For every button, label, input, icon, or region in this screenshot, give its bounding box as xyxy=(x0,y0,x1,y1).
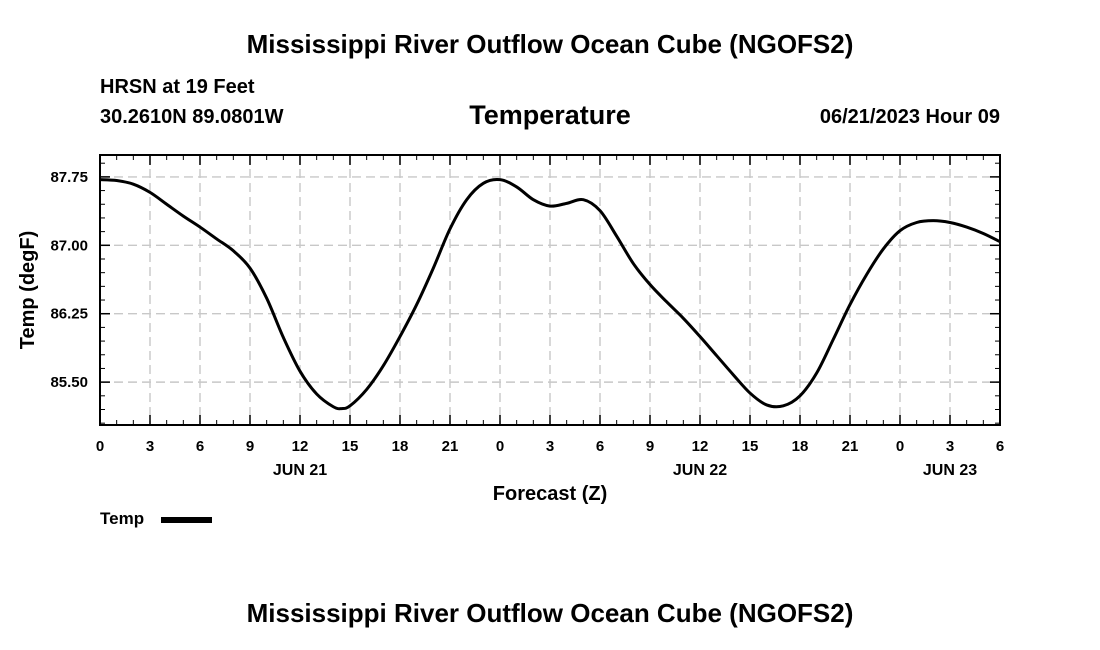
temperature-chart: 0 3 6 9 12 15 18 21 0 3 6 9 12 15 18 21 0 3 6 JUN 21 JUN 22 J… xyxy=(17,154,1004,505)
station-label: HRSN at 19 Feet xyxy=(100,76,255,98)
x-tick-label: 12 xyxy=(692,438,709,455)
y-axis-label: Temp (degF) xyxy=(17,231,39,350)
grid-lines xyxy=(100,155,1000,425)
x-tick-label: 0 xyxy=(896,438,904,455)
x-tick-label: 18 xyxy=(392,438,409,455)
y-tick-label: 85.50 xyxy=(50,374,88,391)
x-tick-label: 6 xyxy=(596,438,604,455)
y-tick-label: 86.25 xyxy=(50,306,88,323)
legend-label: Temp xyxy=(100,509,145,528)
date-label: JUN 21 xyxy=(273,462,327,479)
x-tick-label: 3 xyxy=(946,438,954,455)
x-tick-label: 6 xyxy=(996,438,1004,455)
date-label: JUN 22 xyxy=(673,462,727,479)
x-tick-label: 0 xyxy=(496,438,504,455)
x-tick-label: 12 xyxy=(292,438,309,455)
x-tick-label: 9 xyxy=(646,438,654,455)
x-tick-label: 21 xyxy=(842,438,859,455)
x-tick-label: 15 xyxy=(742,438,759,455)
chart-title: Mississippi River Outflow Ocean Cube (NG… xyxy=(246,29,854,59)
date-label: JUN 23 xyxy=(923,462,977,479)
legend-line-swatch xyxy=(161,517,212,523)
footer-title: Mississippi River Outflow Ocean Cube (NG… xyxy=(246,598,854,628)
x-tick-label: 15 xyxy=(342,438,359,455)
x-tick-label: 9 xyxy=(246,438,254,455)
y-tick-label: 87.00 xyxy=(50,237,88,254)
x-tick-label: 3 xyxy=(146,438,154,455)
plot-frame xyxy=(99,154,1001,426)
x-tick-label: 3 xyxy=(546,438,554,455)
x-axis-label: Forecast (Z) xyxy=(493,483,607,505)
x-tick-label: 6 xyxy=(196,438,204,455)
coordinates-label: 30.2610N 89.0801W xyxy=(100,106,284,128)
y-tick-label: 87.75 xyxy=(50,169,88,186)
datetime-label: 06/21/2023 Hour 09 xyxy=(819,106,1000,128)
series-layer xyxy=(99,177,1001,411)
x-tick-label: 21 xyxy=(442,438,459,455)
variable-title: Temperature xyxy=(469,100,631,130)
series-line-temp xyxy=(99,177,1001,411)
axis-labels: 0 3 6 9 12 15 18 21 0 3 6 9 12 15 18 21 0 3 6 JUN 21 JUN 22 J… xyxy=(50,169,1004,479)
x-tick-label: 0 xyxy=(96,438,104,455)
x-tick-label: 18 xyxy=(792,438,809,455)
